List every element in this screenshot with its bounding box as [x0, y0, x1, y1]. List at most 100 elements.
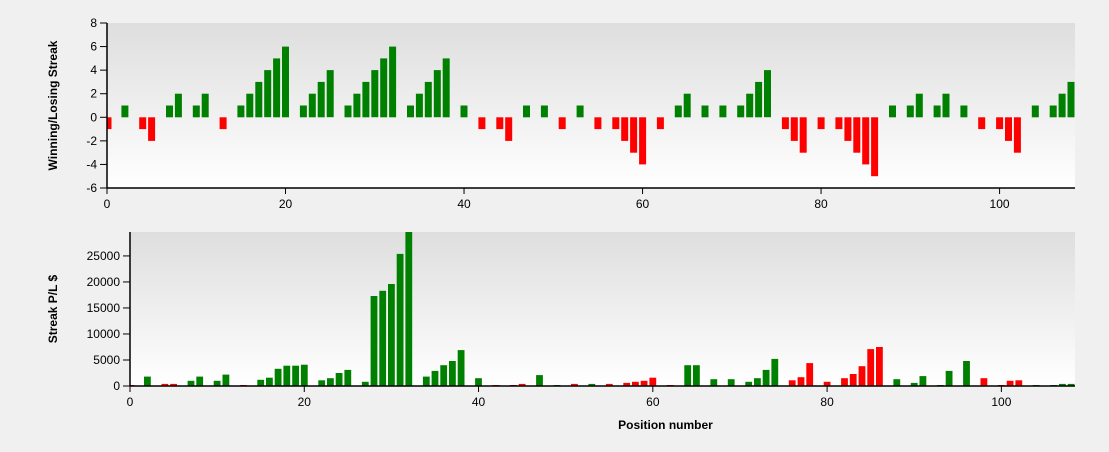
- bar-position-59: [640, 380, 648, 386]
- bar-position-20: [300, 364, 308, 386]
- bar-position-80: [817, 117, 825, 130]
- y-tick-label: -2: [86, 134, 97, 148]
- bar-position-51: [571, 383, 578, 386]
- bar-position-15: [257, 379, 265, 386]
- y-tick-label: 0: [90, 110, 97, 124]
- y-tick-label: 6: [90, 40, 97, 54]
- bar-series: [107, 46, 1075, 177]
- bar-position-67: [701, 105, 709, 118]
- bar-position-34: [422, 376, 430, 386]
- bar-position-82: [835, 117, 843, 130]
- bar-position-69: [719, 105, 727, 118]
- bar-position-40: [460, 105, 468, 118]
- bar-position-8: [196, 376, 204, 386]
- bar-series: [130, 232, 1075, 386]
- bar-position-55: [594, 117, 602, 130]
- bar-position-31: [396, 253, 404, 386]
- bar-position-72: [754, 378, 761, 386]
- bar-position-93: [933, 105, 941, 118]
- x-tick-label: 60: [636, 197, 650, 211]
- plot-area: [130, 232, 1075, 386]
- bar-position-37: [433, 70, 441, 118]
- bar-position-28: [353, 93, 361, 118]
- x-tick-label: 20: [279, 197, 293, 211]
- bar-position-78: [806, 363, 814, 386]
- bar-position-34: [407, 105, 414, 118]
- bar-position-31: [380, 58, 388, 118]
- y-axis-title: Winning/Losing Streak: [46, 40, 60, 170]
- bar-position-65: [683, 93, 691, 118]
- bar-position-71: [745, 381, 753, 386]
- bar-position-35: [431, 370, 439, 386]
- bar-position-71: [737, 105, 745, 118]
- bar-position-107: [1058, 93, 1066, 118]
- bar-position-101: [1006, 380, 1014, 386]
- bar-position-77: [790, 117, 798, 141]
- bar-position-18: [264, 70, 272, 118]
- y-tick-label: 20000: [87, 275, 121, 289]
- bar-position-62: [656, 117, 664, 130]
- bar-position-98: [980, 378, 988, 386]
- x-tick-label: 80: [820, 395, 834, 409]
- bar-position-32: [405, 232, 413, 386]
- bar-position-16: [246, 93, 254, 118]
- bar-position-104: [1031, 105, 1039, 118]
- bar-position-60: [649, 377, 657, 386]
- bar-position-82: [841, 378, 848, 386]
- bar-position-24: [335, 373, 343, 386]
- bar-position-94: [942, 93, 950, 118]
- x-tick-label: 100: [991, 395, 1011, 409]
- bar-position-30: [371, 70, 379, 118]
- bar-position-29: [379, 290, 387, 386]
- bar-position-73: [755, 81, 763, 118]
- bar-position-100: [996, 117, 1004, 130]
- bar-position-36: [440, 365, 448, 386]
- bar-position-17: [274, 368, 282, 386]
- bar-position-108: [1067, 383, 1075, 386]
- bar-position-102: [1015, 380, 1023, 386]
- bar-position-18: [283, 365, 291, 386]
- bar-position-10: [213, 380, 221, 386]
- bar-position-2: [144, 376, 151, 386]
- bar-position-85: [862, 117, 870, 165]
- x-tick-label: 100: [990, 197, 1010, 211]
- bar-position-47: [523, 105, 530, 118]
- bar-position-57: [623, 382, 631, 386]
- bar-position-83: [849, 374, 857, 386]
- bar-position-98: [978, 117, 986, 130]
- bar-position-80: [823, 381, 831, 386]
- bar-position-22: [318, 380, 326, 386]
- x-tick-label: 60: [646, 395, 660, 409]
- bar-position-108: [1067, 81, 1075, 118]
- bar-position-72: [746, 93, 754, 118]
- bar-position-74: [764, 70, 771, 118]
- bar-position-25: [326, 70, 334, 118]
- bar-position-45: [518, 383, 526, 386]
- bar-position-77: [797, 377, 805, 386]
- bar-position-44: [496, 117, 504, 130]
- bar-position-69: [727, 379, 735, 386]
- y-tick-label: 5000: [93, 353, 120, 367]
- bar-position-5: [170, 383, 177, 386]
- bar-position-11: [222, 374, 230, 386]
- bar-position-23: [327, 378, 334, 386]
- bar-position-4: [161, 383, 169, 386]
- bar-position-35: [415, 93, 423, 118]
- x-tick-label: 40: [472, 395, 486, 409]
- bar-position-107: [1059, 383, 1066, 386]
- bar-position-101: [1005, 117, 1012, 141]
- bar-position-74: [771, 358, 779, 386]
- bar-position-96: [960, 105, 968, 118]
- y-tick-label: 25000: [87, 249, 121, 263]
- bar-position-2: [121, 105, 129, 118]
- y-tick-label: 4: [90, 63, 97, 77]
- bar-position-55: [605, 383, 613, 386]
- bar-position-4: [139, 117, 147, 130]
- bar-position-64: [674, 105, 682, 118]
- bar-position-58: [621, 117, 629, 141]
- bar-position-30: [388, 284, 395, 386]
- x-tick-label: 20: [298, 395, 312, 409]
- x-tick-label: 40: [457, 197, 471, 211]
- y-tick-label: 8: [90, 16, 97, 30]
